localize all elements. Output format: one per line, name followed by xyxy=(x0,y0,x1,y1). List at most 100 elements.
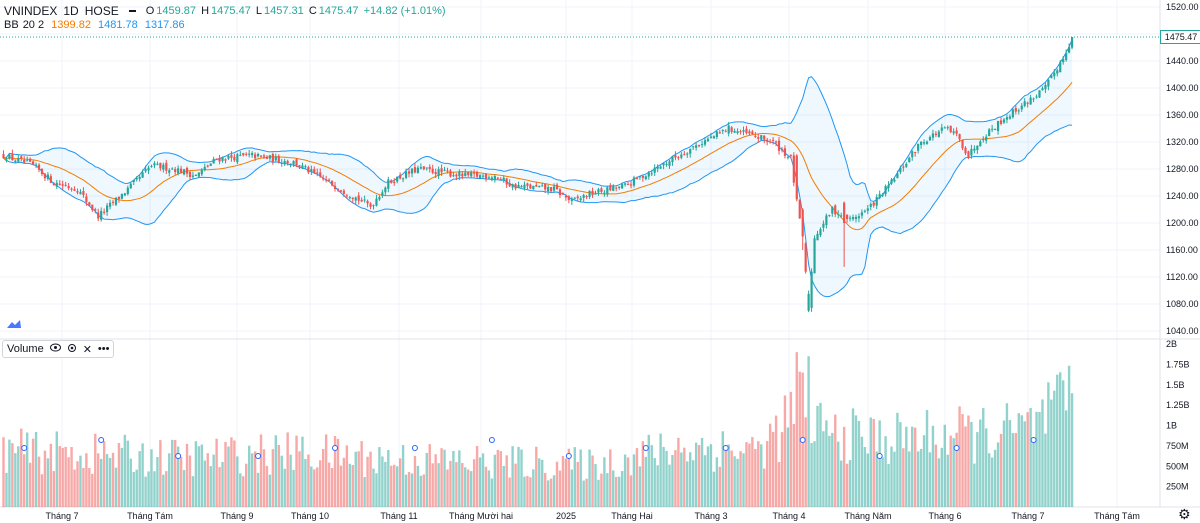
interval[interactable]: 1D xyxy=(63,4,79,18)
candle xyxy=(393,178,396,186)
candle xyxy=(541,182,544,187)
candle-body xyxy=(262,155,266,157)
candle xyxy=(786,156,789,160)
candle-body xyxy=(147,167,150,171)
candle xyxy=(289,163,292,168)
candle xyxy=(461,171,464,180)
candle xyxy=(579,195,582,203)
candle xyxy=(280,158,283,167)
candle xyxy=(182,168,186,176)
candle xyxy=(5,156,8,163)
close-icon[interactable]: ✕ xyxy=(82,343,92,356)
volume-bar xyxy=(390,465,393,507)
gear-icon[interactable]: ⚙ xyxy=(1178,506,1191,522)
candle-body xyxy=(61,184,64,186)
candle-body xyxy=(733,131,736,133)
volume-bar xyxy=(307,454,310,507)
candle-body xyxy=(991,128,994,130)
candle-body xyxy=(484,173,488,179)
volume-bar xyxy=(85,453,88,507)
volume-bar xyxy=(689,452,692,507)
volume-bar xyxy=(878,420,881,507)
volume-bar xyxy=(475,445,479,507)
candle-body xyxy=(683,154,686,156)
volume-bar xyxy=(1047,382,1050,507)
candle-body xyxy=(402,178,405,180)
volume-tick-label: 250M xyxy=(1166,482,1189,492)
candle xyxy=(14,159,17,163)
more-icon[interactable]: ••• xyxy=(97,343,110,355)
candle xyxy=(840,212,843,219)
candle xyxy=(277,154,280,164)
volume-bar xyxy=(49,443,53,507)
candle-body xyxy=(766,139,769,142)
candle xyxy=(259,155,263,158)
volume-bar xyxy=(656,465,659,507)
eye-icon[interactable] xyxy=(49,343,61,355)
volume-bar xyxy=(872,418,875,507)
candle xyxy=(700,140,704,148)
volume-bar xyxy=(603,457,606,507)
candle-body xyxy=(354,197,357,201)
candle-body xyxy=(203,166,206,170)
candle xyxy=(706,137,710,142)
tradingview-logo-icon[interactable] xyxy=(6,316,22,334)
candle xyxy=(363,195,366,203)
candle xyxy=(760,135,763,141)
settings-icon[interactable] xyxy=(67,343,77,356)
candle-body xyxy=(629,184,633,186)
candle xyxy=(419,163,422,170)
volume-bar xyxy=(25,432,29,507)
candle-body xyxy=(922,142,926,144)
volume-bar xyxy=(511,446,514,507)
candle-body xyxy=(390,180,393,183)
event-marker xyxy=(21,445,28,451)
candle xyxy=(520,184,523,188)
candle-body xyxy=(727,125,730,134)
candle xyxy=(37,163,41,173)
symbol-name[interactable]: VNINDEX xyxy=(4,4,58,18)
candle xyxy=(946,125,949,131)
candle-body xyxy=(751,131,754,135)
volume-legend[interactable]: Volume ✕ ••• xyxy=(2,340,115,358)
candle xyxy=(780,147,784,153)
candle-body xyxy=(857,216,861,219)
candle xyxy=(94,207,97,214)
volume-bar xyxy=(916,451,920,507)
minimize-icon[interactable] xyxy=(128,10,136,12)
candle-body xyxy=(887,184,890,188)
volume-bar xyxy=(1026,412,1029,507)
candle xyxy=(17,154,20,163)
candle-body xyxy=(567,196,570,200)
candle xyxy=(449,169,452,178)
candle xyxy=(683,150,686,156)
candle-body xyxy=(165,162,168,171)
candle-body xyxy=(585,196,588,198)
candle-body xyxy=(218,158,221,162)
volume-bar xyxy=(985,428,988,507)
candle-body xyxy=(215,158,218,160)
candle-body xyxy=(920,141,923,145)
bb-legend[interactable]: BB 20 2 1399.82 1481.78 1317.86 xyxy=(4,19,189,31)
time-tick-label: 2025 xyxy=(556,511,576,521)
volume-bar xyxy=(126,440,130,507)
candle xyxy=(819,227,822,238)
volume-bar xyxy=(298,451,301,507)
candle xyxy=(801,208,804,250)
candle xyxy=(147,165,150,175)
candle xyxy=(366,199,369,208)
price-tick-label: 1280.00 xyxy=(1166,164,1199,174)
candle xyxy=(890,177,893,185)
candle-body xyxy=(848,217,852,219)
time-tick-label: Tháng Năm xyxy=(844,511,891,521)
candle-body xyxy=(461,173,464,177)
volume-bar xyxy=(404,474,408,507)
volume-bar xyxy=(440,448,443,507)
candle-body xyxy=(677,157,680,159)
volume-bar xyxy=(928,452,932,507)
volume-bar xyxy=(736,458,739,507)
candle-body xyxy=(34,164,38,166)
volume-bar xyxy=(230,437,233,507)
candle xyxy=(529,183,532,190)
